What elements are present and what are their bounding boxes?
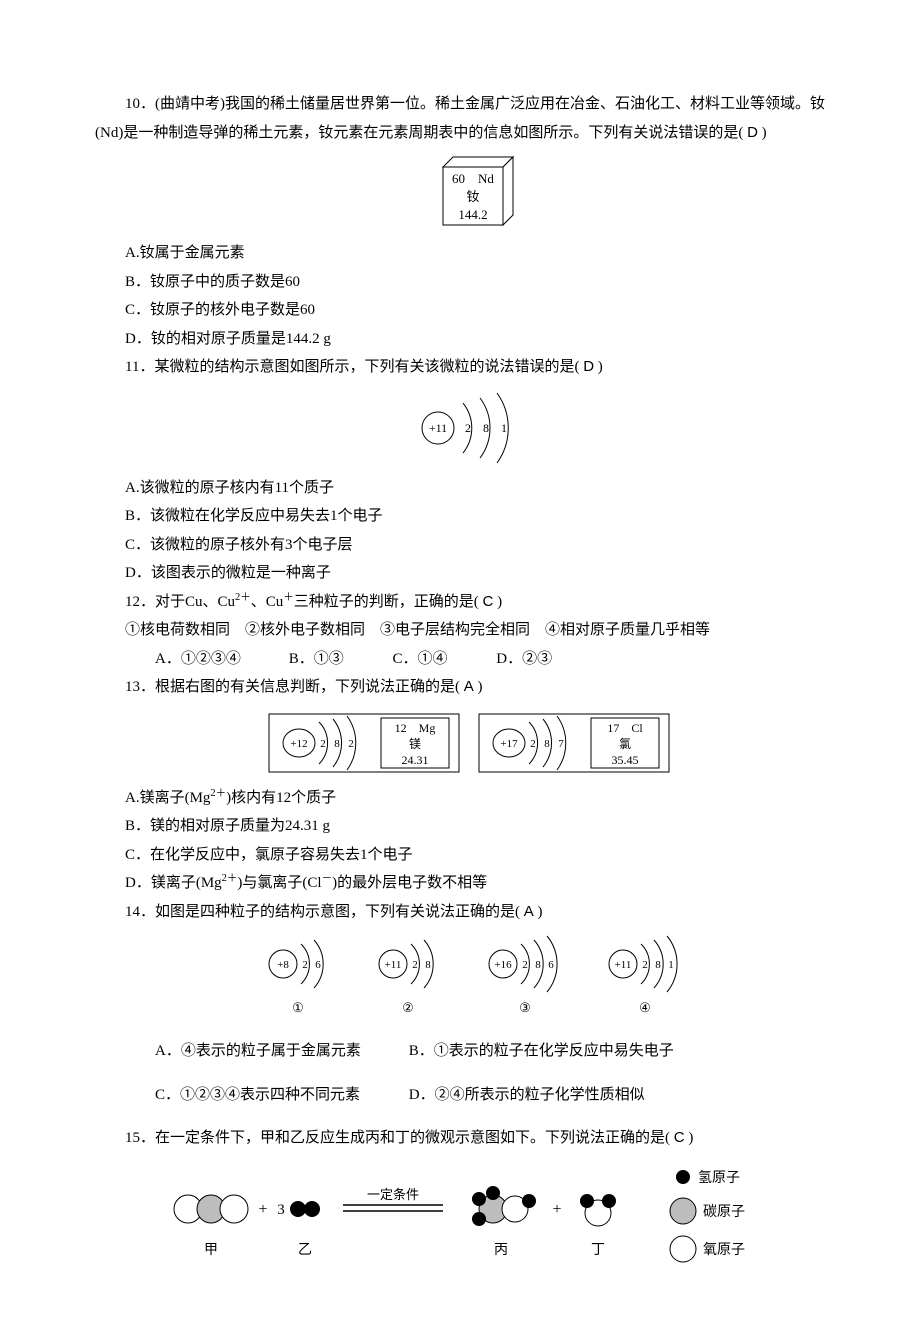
q10-stem: 10．(曲靖中考)我国的稀土储量居世界第一位。稀土金属广泛应用在冶金、石油化工、…: [95, 90, 850, 147]
svg-text:7: 7: [558, 738, 564, 750]
svg-text:6: 6: [315, 959, 321, 971]
q13-stem: 13．根据右图的有关信息判断，下列说法正确的是( A ): [95, 673, 850, 702]
q14-answer: A: [524, 903, 534, 920]
q13-optC: C．在化学反应中，氯原子容易失去1个电子: [95, 841, 850, 870]
svg-text:④: ④: [639, 1000, 651, 1015]
svg-text:②: ②: [402, 1000, 414, 1015]
q12-num: 12．: [125, 594, 155, 610]
svg-text:8: 8: [334, 738, 340, 750]
svg-text:氯: 氯: [618, 737, 630, 751]
svg-text:③: ③: [519, 1000, 531, 1015]
svg-text:2: 2: [522, 959, 528, 971]
q11-answer: D: [583, 358, 594, 375]
q12-answer: C: [483, 593, 494, 610]
svg-text:+11: +11: [428, 421, 446, 435]
mg-cl-diagram-icon: +12 2 8 2 12 Mg 镁 24.31 +17 2 8 7 17 Cl …: [263, 708, 683, 778]
svg-text:+: +: [552, 1201, 561, 1218]
svg-text:+11: +11: [614, 959, 631, 971]
q11-figure: +11 2 8 1: [95, 388, 850, 468]
q15-figure: 甲 + 3 乙 一定条件 丙 + 丁 氢原子 碳原子 氧原子: [95, 1159, 850, 1269]
svg-text:2: 2: [530, 738, 536, 750]
reaction-diagram-icon: 甲 + 3 乙 一定条件 丙 + 丁 氢原子 碳原子 氧原子: [153, 1159, 793, 1269]
svg-text:17 Cl: 17 Cl: [607, 721, 643, 735]
svg-text:2: 2: [348, 738, 354, 750]
svg-text:镁: 镁: [408, 737, 420, 751]
q10-num: 10．: [125, 96, 155, 112]
svg-text:碳原子: 碳原子: [703, 1204, 745, 1220]
svg-text:60 Nd: 60 Nd: [452, 171, 494, 186]
q13-figure: +12 2 8 2 12 Mg 镁 24.31 +17 2 8 7 17 Cl …: [95, 708, 850, 778]
q14-num: 14．: [125, 904, 155, 920]
q10-answer: D: [747, 124, 758, 141]
svg-text:+: +: [258, 1201, 267, 1218]
q13-optA: A.镁离子(Mg2＋)核内有12个质子: [95, 784, 850, 813]
svg-text:8: 8: [483, 421, 489, 435]
svg-text:+11: +11: [384, 959, 401, 971]
svg-text:2: 2: [302, 959, 308, 971]
svg-text:氧原子: 氧原子: [703, 1242, 745, 1258]
element-box-icon: 60 Nd 钕 144.2: [423, 153, 523, 233]
svg-text:2: 2: [465, 421, 471, 435]
q10-optB: B．钕原子中的质子数是60: [95, 268, 850, 297]
svg-text:8: 8: [535, 959, 541, 971]
svg-text:1: 1: [668, 959, 674, 971]
q13-num: 13．: [125, 679, 155, 695]
svg-text:144.2: 144.2: [458, 207, 487, 222]
atom-diagram-icon: +11 2 8 1: [408, 388, 538, 468]
svg-text:1: 1: [501, 421, 507, 435]
svg-text:2: 2: [320, 738, 326, 750]
svg-text:丙: 丙: [494, 1243, 508, 1258]
svg-text:钕: 钕: [466, 189, 479, 204]
q14-optAB: A．④表示的粒子属于金属元素 B．①表示的粒子在化学反应中易失电子: [95, 1037, 850, 1066]
q15-answer: C: [674, 1129, 685, 1146]
svg-text:8: 8: [425, 959, 431, 971]
q14-stem: 14．如图是四种粒子的结构示意图，下列有关说法正确的是( A ): [95, 898, 850, 927]
svg-text:35.45: 35.45: [611, 753, 638, 767]
q14-figure: +8 2 6 ① +11 2 8 ② +16 2 8 6 ③ +11 2 8 1…: [95, 932, 850, 1022]
svg-text:①: ①: [292, 1000, 304, 1015]
svg-text:6: 6: [548, 959, 554, 971]
svg-text:+17: +17: [500, 738, 518, 750]
svg-text:+16: +16: [494, 959, 512, 971]
svg-text:2: 2: [412, 959, 418, 971]
svg-text:一定条件: 一定条件: [366, 1187, 418, 1202]
q14-optCD: C．①②③④表示四种不同元素 D．②④所表示的粒子化学性质相似: [95, 1081, 850, 1110]
svg-text:乙: 乙: [298, 1242, 312, 1258]
q11-stem: 11．某微粒的结构示意图如图所示，下列有关该微粒的说法错误的是( D ): [95, 353, 850, 382]
svg-text:+12: +12: [290, 738, 307, 750]
q11-optC: C．该微粒的原子核外有3个电子层: [95, 531, 850, 560]
four-atoms-icon: +8 2 6 ① +11 2 8 ② +16 2 8 6 ③ +11 2 8 1…: [243, 932, 703, 1022]
q10-optC: C．钕原子的核外电子数是60: [95, 296, 850, 325]
svg-text:8: 8: [544, 738, 550, 750]
q15-num: 15．: [125, 1130, 155, 1146]
q11-optA: A.该微粒的原子核内有11个质子: [95, 474, 850, 503]
q15-stem: 15．在一定条件下，甲和乙反应生成丙和丁的微观示意图如下。下列说法正确的是( C…: [95, 1124, 850, 1153]
svg-text:8: 8: [655, 959, 661, 971]
q13-optB: B．镁的相对原子质量为24.31 g: [95, 812, 850, 841]
q12-stem: 12．对于Cu、Cu2＋、Cu＋三种粒子的判断，正确的是( C ): [95, 588, 850, 617]
q10-optD: D．钕的相对原子质量是144.2 g: [95, 325, 850, 354]
q12-options: A．①②③④ B．①③ C．①④ D．②③: [95, 645, 850, 674]
svg-text:3: 3: [277, 1202, 285, 1218]
svg-text:2: 2: [642, 959, 648, 971]
svg-text:+8: +8: [277, 959, 289, 971]
q13-optD: D．镁离子(Mg2＋)与氯离子(Cl－)的最外层电子数不相等: [95, 869, 850, 898]
svg-text:24.31: 24.31: [401, 753, 428, 767]
svg-text:甲: 甲: [204, 1243, 218, 1258]
q10-optA: A.钕属于金属元素: [95, 239, 850, 268]
q11-optB: B．该微粒在化学反应中易失去1个电子: [95, 502, 850, 531]
q11-num: 11．: [125, 359, 154, 375]
q11-optD: D．该图表示的微粒是一种离子: [95, 559, 850, 588]
svg-text:12 Mg: 12 Mg: [394, 721, 435, 735]
svg-text:丁: 丁: [591, 1243, 605, 1258]
q13-answer: A: [464, 678, 474, 695]
svg-text:氢原子: 氢原子: [698, 1170, 740, 1186]
q10-figure: 60 Nd 钕 144.2: [95, 153, 850, 233]
q10-src: (曲靖中考): [155, 96, 225, 112]
q12-statements: ①核电荷数相同 ②核外电子数相同 ③电子层结构完全相同 ④相对原子质量几乎相等: [95, 616, 850, 645]
